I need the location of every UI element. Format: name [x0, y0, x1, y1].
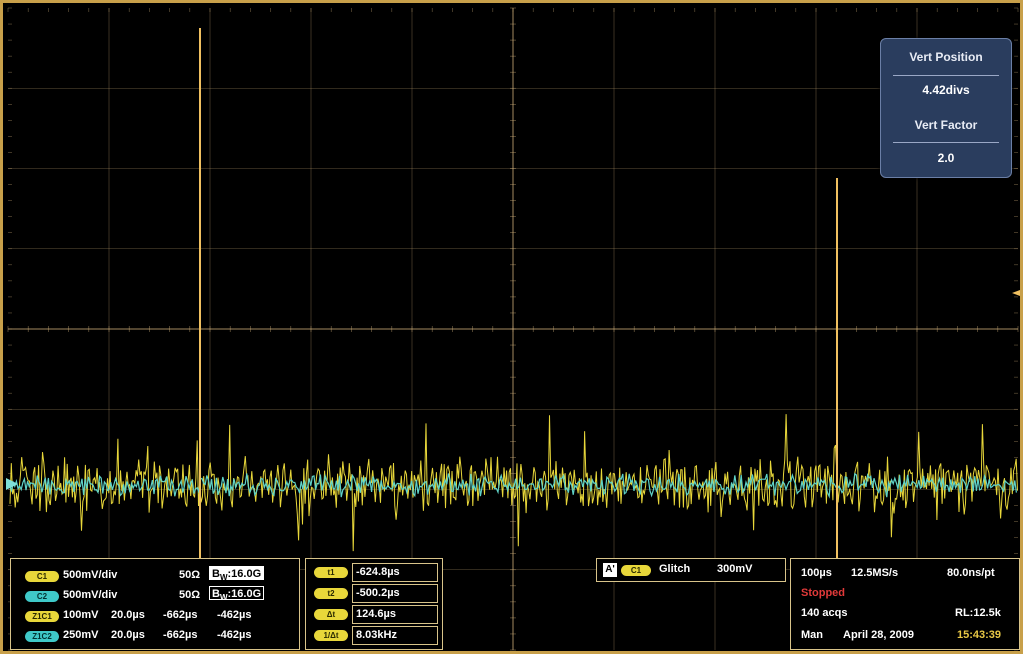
- zoom-1-channel-1-scale: 100mV: [63, 609, 99, 621]
- zoom-1-channel-1-badge[interactable]: Z1C1: [25, 611, 59, 622]
- zoom-1-channel-1-end: -462µs: [217, 609, 252, 621]
- date: April 28, 2009: [843, 629, 914, 641]
- trigger-type: Glitch: [659, 563, 691, 575]
- channel-1-bandwidth[interactable]: BW:16.0G: [209, 566, 265, 583]
- acquisition-count: 140 acqs: [801, 607, 848, 619]
- ground-marker-icon: [6, 478, 18, 490]
- channel-readout-box: C1 500mV/div 50Ω BW:16.0G C2 500mV/div 5…: [10, 558, 300, 650]
- cursor-delta-value: 124.6µs: [352, 605, 438, 624]
- resolution: 80.0ns/pt: [947, 567, 995, 579]
- channel-1-scale: 500mV/div: [63, 569, 118, 581]
- channel-2-bandwidth[interactable]: BW:16.0G: [209, 586, 265, 603]
- cursor-t2-value: -500.2µs: [352, 584, 438, 603]
- channel-1-badge[interactable]: C1: [25, 571, 59, 582]
- bw-value: :16.0G: [227, 568, 262, 580]
- trigger-readout-box[interactable]: A' C1 Glitch 300mV: [596, 558, 786, 582]
- vert-position-label: Vert Position: [909, 50, 983, 64]
- trigger-a-badge: A': [603, 563, 617, 577]
- graticule: [7, 7, 1019, 651]
- zoom-1-channel-2-time: 20.0µs: [111, 629, 145, 641]
- time: 15:43:39: [957, 629, 1002, 641]
- vert-factor-label: Vert Factor: [914, 118, 978, 132]
- bw-sub: W: [219, 593, 228, 603]
- bw-sub: W: [219, 573, 228, 583]
- run-status: Stopped: [801, 587, 845, 599]
- cursor-readout-box: t1 -624.8µs t2 -500.2µs Δt 124.6µs 1/Δt …: [305, 558, 443, 650]
- cursor-delta-badge[interactable]: Δt: [314, 609, 348, 620]
- zoom-1-channel-2-start: -662µs: [163, 629, 198, 641]
- zoom-1-channel-1-time: 20.0µs: [111, 609, 145, 621]
- cursor-t2-badge[interactable]: t2: [314, 588, 348, 599]
- cursor-t1-badge[interactable]: t1: [314, 567, 348, 578]
- sample-rate: 12.5MS/s: [851, 567, 899, 579]
- divider: [893, 75, 999, 76]
- bw-prefix: B: [212, 568, 220, 580]
- trace-channel-1: [9, 414, 1018, 552]
- cursor-frequency-badge[interactable]: 1/Δt: [314, 630, 348, 641]
- record-length: RL:12.5k: [955, 607, 1001, 619]
- trigger-channel-badge: C1: [621, 565, 651, 576]
- trace-channel-2: [9, 472, 1017, 499]
- zoom-1-channel-2-scale: 250mV: [63, 629, 99, 641]
- zoom-1-channel-2-end: -462µs: [217, 629, 252, 641]
- acquisition-readout-box[interactable]: 100µs 12.5MS/s 80.0ns/pt Stopped 140 acq…: [790, 558, 1020, 650]
- vert-position-value[interactable]: 4.42divs: [922, 83, 970, 97]
- divider: [893, 142, 999, 143]
- vert-position-panel[interactable]: Vert Position 4.42divs Vert Factor 2.0: [880, 38, 1012, 178]
- zoom-1-channel-1-start: -662µs: [163, 609, 198, 621]
- timebase: 100µs: [801, 567, 832, 579]
- cursor-t1-value: -624.8µs: [352, 563, 438, 582]
- zoom-1-channel-2-badge[interactable]: Z1C2: [25, 631, 59, 642]
- bw-prefix: B: [212, 588, 220, 600]
- channel-2-impedance: 50Ω: [179, 589, 201, 601]
- acquisition-mode: Man: [801, 629, 823, 641]
- cursor-frequency-value: 8.03kHz: [352, 626, 438, 645]
- trigger-level-arrow-icon: [1012, 290, 1020, 296]
- channel-1-impedance: 50Ω: [179, 569, 201, 581]
- bw-value: :16.0G: [227, 588, 262, 600]
- channel-2-badge[interactable]: C2: [25, 591, 59, 602]
- waveform-traces: [9, 414, 1018, 552]
- vert-factor-value[interactable]: 2.0: [937, 151, 955, 165]
- channel-2-scale: 500mV/div: [63, 589, 118, 601]
- trigger-level: 300mV: [717, 563, 753, 575]
